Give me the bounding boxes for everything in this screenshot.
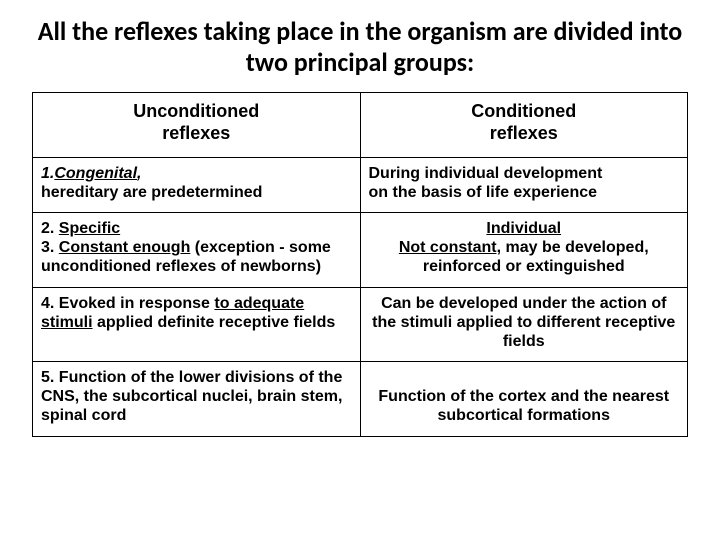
header-right-l1: Conditioned <box>471 101 576 121</box>
header-conditioned: Conditioned reflexes <box>360 93 688 157</box>
r3r: Can be developed under the action of the… <box>372 295 675 350</box>
table-row: 4. Evoked in response to adequate stimul… <box>33 287 688 362</box>
r2-l2b: Constant enough <box>59 239 191 256</box>
r3-c: applied definite receptive fields <box>93 314 336 331</box>
row1-left: 1.Congenital, hereditary are predetermin… <box>33 157 361 212</box>
table-row: 2. Specific 3. Constant enough (exceptio… <box>33 212 688 287</box>
row3-right: Can be developed under the action of the… <box>360 287 688 362</box>
row2-right: Individual Not constant, may be develope… <box>360 212 688 287</box>
r2-l1b: Specific <box>59 220 120 237</box>
page-title: All the reflexes taking place in the org… <box>32 16 688 78</box>
r1-rest: hereditary are predetermined <box>41 184 262 201</box>
r4r: Function of the cortex and the nearest s… <box>378 388 669 424</box>
r4l: 5. Function of the lower divisions of th… <box>41 369 342 424</box>
header-left-l2: reflexes <box>162 123 230 143</box>
r1-word: Congenital <box>54 165 137 182</box>
header-unconditioned: Unconditioned reflexes <box>33 93 361 157</box>
header-left-l1: Unconditioned <box>133 101 259 121</box>
table-row: 5. Function of the lower divisions of th… <box>33 362 688 437</box>
row3-left: 4. Evoked in response to adequate stimul… <box>33 287 361 362</box>
row2-left: 2. Specific 3. Constant enough (exceptio… <box>33 212 361 287</box>
reflexes-table: Unconditioned reflexes Conditioned refle… <box>32 92 688 436</box>
r2-l1a: 2. <box>41 220 59 237</box>
row1-right: During individual development on the bas… <box>360 157 688 212</box>
r1r-l2: on the basis of life experience <box>369 184 598 201</box>
table-header-row: Unconditioned reflexes Conditioned refle… <box>33 93 688 157</box>
r1-comma: , <box>137 165 141 182</box>
row4-left: 5. Function of the lower divisions of th… <box>33 362 361 437</box>
table-row: 1.Congenital, hereditary are predetermin… <box>33 157 688 212</box>
r1r-l1: During individual development <box>369 165 603 182</box>
row4-right: Function of the cortex and the nearest s… <box>360 362 688 437</box>
r2r-l1: Individual <box>486 220 561 237</box>
header-right-l2: reflexes <box>490 123 558 143</box>
r3-a: 4. Evoked in response <box>41 295 214 312</box>
r2r-l2: Not constant, <box>399 239 501 256</box>
r2-l2a: 3. <box>41 239 59 256</box>
r1-num: 1. <box>41 165 54 182</box>
